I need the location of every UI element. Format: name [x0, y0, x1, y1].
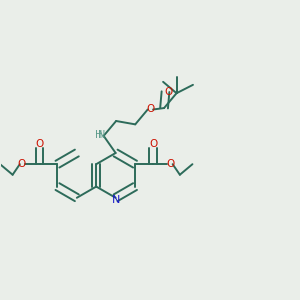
Text: O: O	[18, 159, 26, 169]
Text: O: O	[165, 87, 173, 97]
Text: N: N	[111, 195, 120, 205]
Text: O: O	[35, 140, 44, 149]
Text: O: O	[149, 140, 158, 149]
Text: O: O	[167, 159, 175, 169]
Text: O: O	[147, 104, 155, 115]
Text: H: H	[95, 130, 102, 140]
Text: N: N	[98, 130, 106, 140]
